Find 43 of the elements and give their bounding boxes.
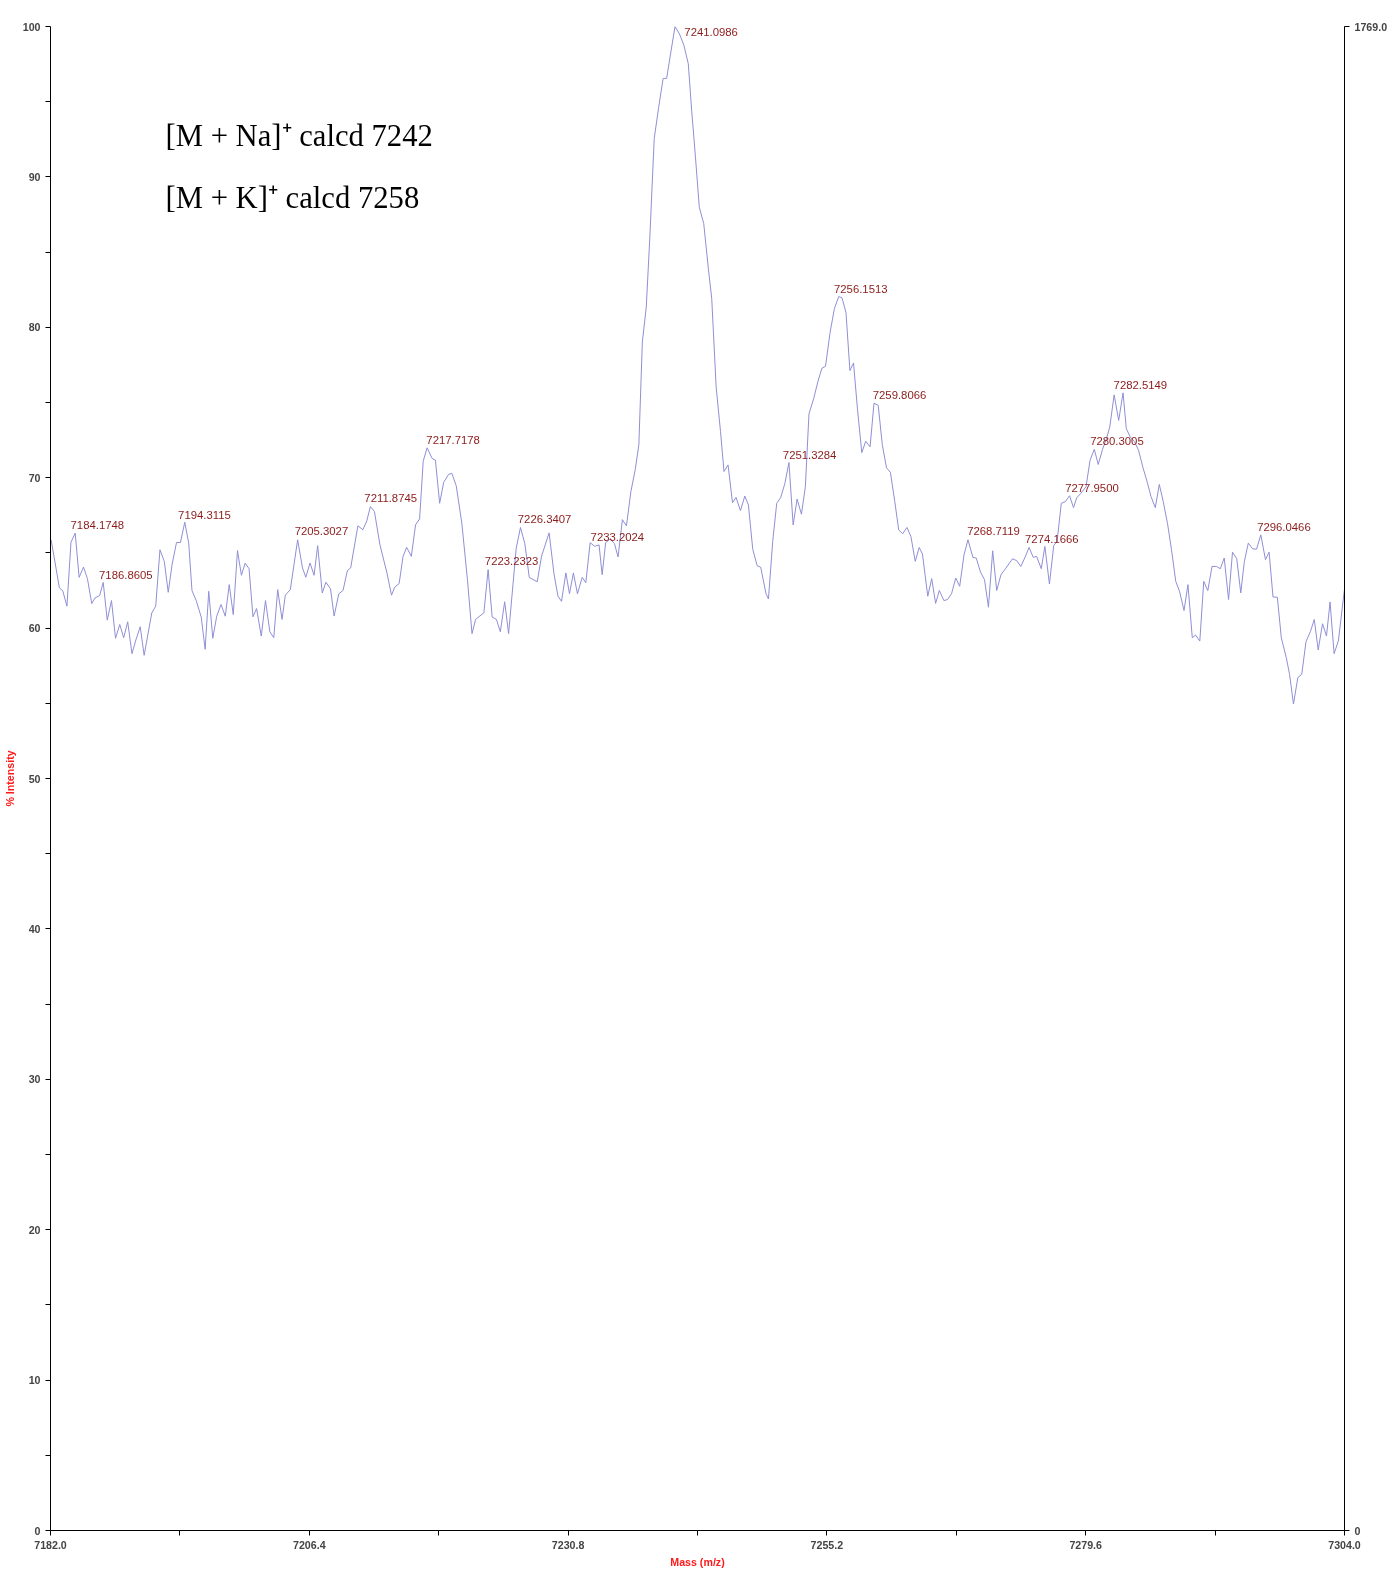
annotation: 7256.1513 [833,283,888,296]
annotation: 7186.8605 [99,568,153,581]
y-tick-label: 80 [28,321,41,334]
x-axis-title: Mass (m/z) [670,1555,726,1568]
x-tick-label: 7304.0 [1328,1538,1361,1551]
y-tick-label: 10 [28,1374,41,1387]
x-tick-label: 7182.0 [34,1538,67,1551]
y-tick-label: 90 [28,170,41,183]
annotation: 7223.2323 [484,555,539,568]
x-tick-label: 7230.8 [551,1538,585,1551]
y-axis-title: % Intensity [3,750,16,807]
y-tick-label: 30 [28,1073,41,1086]
y2-tick-label: 1769.0 [1354,20,1388,33]
y-tick-label: 50 [28,772,41,785]
annotation: 7251.3284 [782,448,837,461]
annotation: 7259.8066 [872,388,927,401]
annotation: [M + Na]⁺ calcd 7242 [165,118,433,153]
annotation: 7277.9500 [1065,481,1119,494]
annotation: 7211.8745 [364,492,418,505]
annotation: 7184.1748 [70,519,125,532]
y-tick-label: 40 [28,922,41,935]
annotation: [M + K]⁺ calcd 7258 [165,180,420,215]
annotation: 7226.3407 [517,513,572,526]
y-tick-label: 70 [28,471,41,484]
annotation: 7296.0466 [1257,520,1311,533]
annotation: 7282.5149 [1113,379,1168,392]
y-tick-label: 60 [28,622,41,635]
annotation: 7280.3005 [1090,435,1144,448]
y-tick-label: 20 [28,1223,41,1236]
annotation: 7233.2024 [590,531,645,544]
annotation: 7194.3115 [178,508,231,521]
line-series [50,26,1345,705]
x-tick-label: 7206.4 [293,1538,326,1551]
x-tick-label: 7279.6 [1069,1538,1103,1551]
y-tick-label: 100 [22,20,41,33]
annotation: 7268.7119 [967,525,1020,538]
y2-tick-label: 0 [1354,1524,1361,1537]
annotation: 7274.1666 [1025,532,1079,545]
annotation: 7241.0986 [684,25,738,38]
annotation: 7205.3027 [294,525,349,538]
y-tick-label: 0 [34,1524,41,1537]
x-tick-label: 7255.2 [810,1538,844,1551]
annotation: 7217.7178 [426,433,480,446]
